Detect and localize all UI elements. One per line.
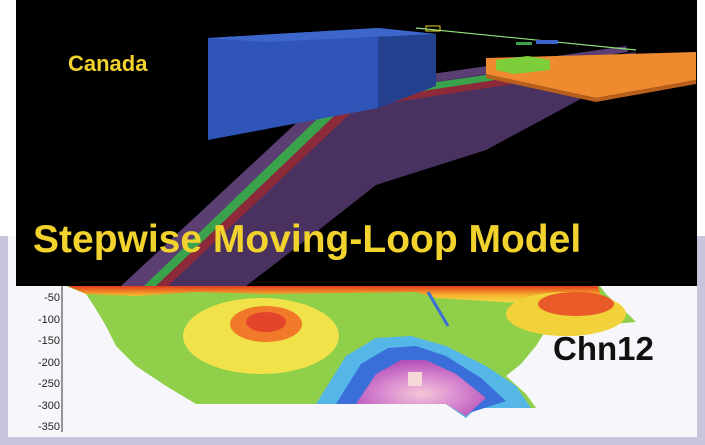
pink-core-peak [408, 372, 422, 386]
slide-title: Stepwise Moving-Loop Model [33, 218, 582, 261]
red-anomaly-left-core [246, 312, 286, 332]
y-tick: -100 [37, 314, 60, 326]
section-graphic [61, 286, 636, 432]
conductivity-section [16, 286, 697, 434]
y-tick: -200 [37, 357, 60, 369]
blue-block-side [378, 28, 436, 108]
section-top-band [68, 286, 602, 304]
y-tick: -50 [44, 292, 60, 304]
y-tick: -150 [37, 335, 60, 347]
pink-core [356, 360, 486, 416]
orange-plate-edge [486, 74, 696, 102]
red-anomaly-right [538, 292, 614, 316]
blue-feeder [426, 291, 450, 327]
channel-label: Chn12 [553, 330, 654, 367]
y-tick: -250 [37, 378, 60, 390]
y-tick: -300 [37, 400, 60, 412]
green-loop-marker [496, 56, 550, 74]
region-label: Canada [68, 51, 148, 76]
blue-block-top [208, 28, 436, 42]
model-3d-graphic [121, 25, 696, 286]
green-marker [516, 42, 532, 45]
blue-marker [536, 40, 558, 44]
survey-line [415, 27, 637, 51]
purple-dipping-plate [136, 52, 636, 286]
transmitter-loop [425, 25, 441, 32]
blue-block [208, 28, 378, 140]
model-3d-view [16, 0, 697, 286]
y-tick: -350 [37, 421, 60, 433]
